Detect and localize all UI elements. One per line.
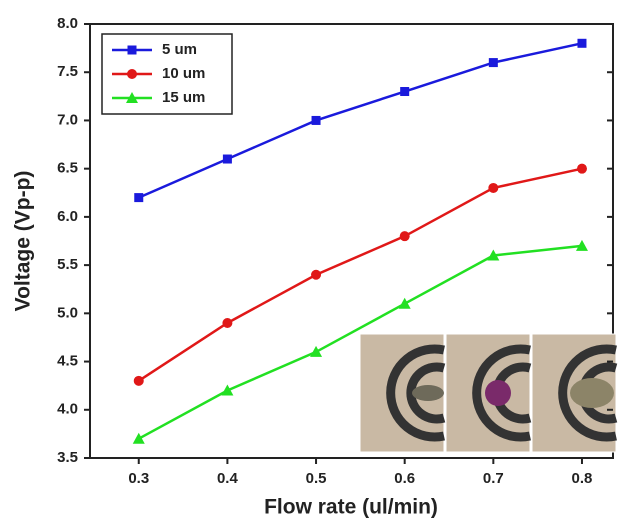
- marker: [221, 384, 234, 396]
- marker: [400, 87, 410, 97]
- x-tick-label: 0.8: [572, 470, 593, 487]
- marker: [310, 345, 323, 357]
- marker: [311, 269, 322, 280]
- marker: [222, 317, 233, 328]
- x-tick-label: 0.4: [217, 470, 239, 487]
- marker: [576, 163, 587, 174]
- x-tick-label: 0.5: [306, 470, 327, 487]
- marker: [132, 432, 145, 444]
- marker: [399, 231, 410, 242]
- marker: [398, 297, 411, 309]
- y-tick-label: 5.0: [57, 304, 78, 321]
- legend-label: 5 um: [162, 41, 197, 58]
- marker: [488, 58, 498, 68]
- y-tick-label: 7.0: [57, 111, 78, 128]
- marker: [134, 193, 144, 203]
- y-tick-label: 4.0: [57, 401, 78, 418]
- y-tick-label: 3.5: [57, 449, 78, 466]
- x-axis-title: Flow rate (ul/min): [264, 496, 438, 519]
- series-line: [138, 167, 583, 382]
- y-tick-label: 8.0: [57, 15, 78, 32]
- legend-label: 10 um: [162, 65, 205, 82]
- x-tick-label: 0.3: [128, 470, 149, 487]
- x-tick-label: 0.7: [483, 470, 504, 487]
- legend-marker: [127, 45, 137, 55]
- marker: [222, 154, 232, 164]
- y-tick-label: 4.5: [57, 353, 78, 370]
- inset-photos: [359, 333, 618, 453]
- marker: [577, 38, 587, 48]
- y-tick-label: 7.5: [57, 63, 78, 80]
- marker: [311, 115, 321, 125]
- legend-label: 15 um: [162, 89, 205, 106]
- y-tick-label: 5.5: [57, 256, 78, 273]
- series-line: [138, 42, 583, 199]
- plot-frame: [89, 23, 614, 459]
- legend-marker: [127, 69, 137, 79]
- marker: [488, 182, 499, 193]
- marker: [133, 375, 144, 386]
- y-tick-label: 6.0: [57, 208, 78, 225]
- series-line: [138, 244, 583, 440]
- y-tick-label: 6.5: [57, 160, 78, 177]
- marker: [575, 239, 588, 251]
- legend-marker: [126, 92, 138, 103]
- x-tick-label: 0.6: [394, 470, 415, 487]
- marker: [487, 249, 500, 261]
- y-axis-title: Voltage (Vp-p): [12, 171, 35, 312]
